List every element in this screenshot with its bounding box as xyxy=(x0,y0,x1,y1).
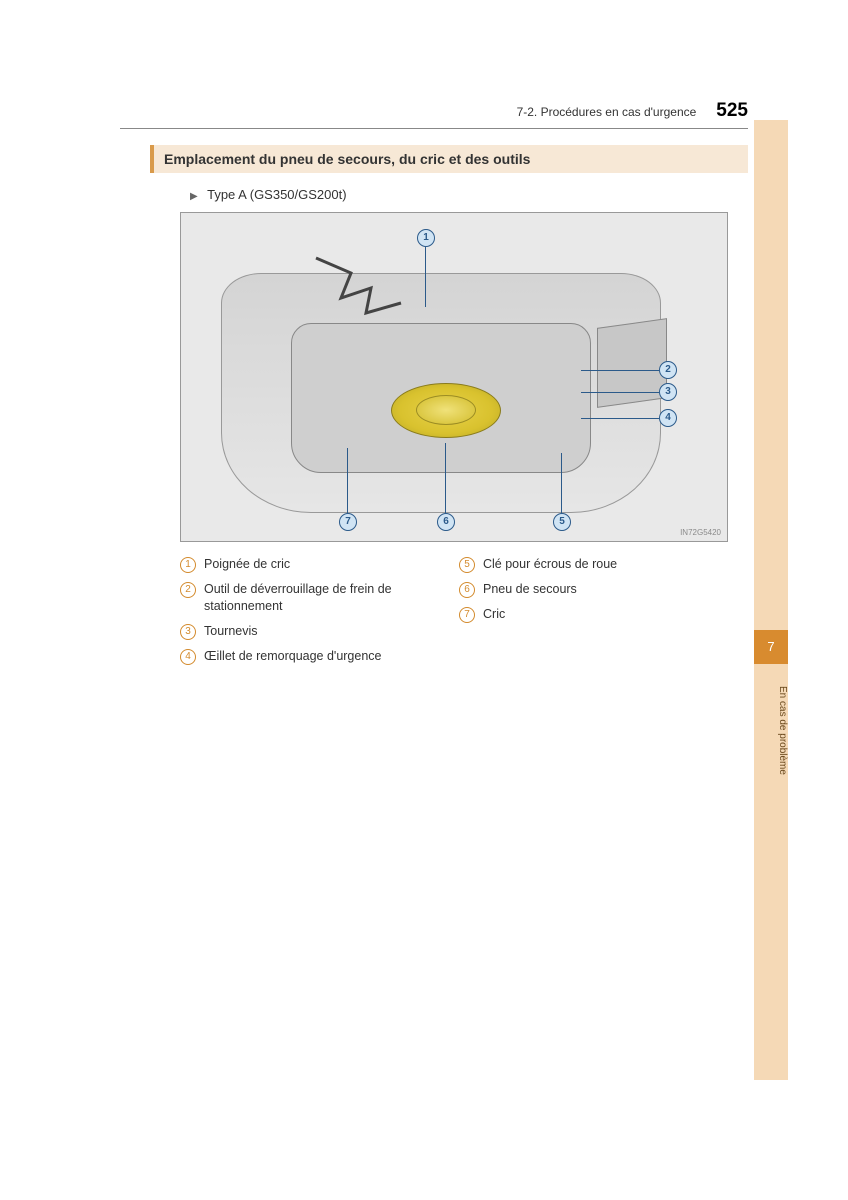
callout-line xyxy=(581,392,659,393)
callout-bubble-5: 5 xyxy=(553,513,571,531)
page-container: 7-2. Procédures en cas d'urgence 525 Emp… xyxy=(0,0,848,1200)
legend-item: 6 Pneu de secours xyxy=(459,581,728,598)
legend-col-right: 5 Clé pour écrous de roue 6 Pneu de secours… xyxy=(459,556,728,673)
header-rule xyxy=(120,128,748,129)
legend-number-icon: 1 xyxy=(180,557,196,573)
section-title: Emplacement du pneu de secours, du cric … xyxy=(150,145,748,173)
legend-item: 7 Cric xyxy=(459,606,728,623)
subtype-text: Type A (GS350/GS200t) xyxy=(207,187,346,202)
legend-number-icon: 3 xyxy=(180,624,196,640)
trunk-diagram: 1 2 3 4 5 6 7 IN72G5420 xyxy=(180,212,728,542)
callout-line xyxy=(425,247,426,307)
callout-line xyxy=(561,453,562,513)
triangle-bullet-icon: ▶ xyxy=(190,191,198,202)
callout-bubble-1: 1 xyxy=(417,229,435,247)
legend-number-icon: 5 xyxy=(459,557,475,573)
legend-col-left: 1 Poignée de cric 2 Outil de déverrouillage… xyxy=(180,556,449,673)
callout-bubble-6: 6 xyxy=(437,513,455,531)
legend-number-icon: 6 xyxy=(459,582,475,598)
legend-text: Œillet de remorquage d'urgence xyxy=(204,648,382,665)
legend-item: 1 Poignée de cric xyxy=(180,556,449,573)
callout-line xyxy=(445,443,446,513)
legend-text: Pneu de secours xyxy=(483,581,577,598)
legend-text: Outil de déverrouillage de frein de stat… xyxy=(204,581,449,615)
callout-bubble-2: 2 xyxy=(659,361,677,379)
callout-bubble-7: 7 xyxy=(339,513,357,531)
legend-text: Cric xyxy=(483,606,505,623)
legend-number-icon: 2 xyxy=(180,582,196,598)
page-header: 7-2. Procédures en cas d'urgence 525 xyxy=(120,100,788,122)
tool-box xyxy=(597,318,667,408)
legend-item: 3 Tournevis xyxy=(180,623,449,640)
legend-text: Poignée de cric xyxy=(204,556,290,573)
callout-bubble-4: 4 xyxy=(659,409,677,427)
legend-item: 5 Clé pour écrous de roue xyxy=(459,556,728,573)
callout-line xyxy=(581,370,659,371)
legend-text: Tournevis xyxy=(204,623,258,640)
callout-line xyxy=(581,418,659,419)
legend: 1 Poignée de cric 2 Outil de déverrouillage… xyxy=(180,556,728,673)
legend-number-icon: 7 xyxy=(459,607,475,623)
legend-number-icon: 4 xyxy=(180,649,196,665)
callout-bubble-3: 3 xyxy=(659,383,677,401)
jack-handle-icon xyxy=(311,253,411,323)
legend-item: 4 Œillet de remorquage d'urgence xyxy=(180,648,449,665)
page-number: 525 xyxy=(716,100,748,122)
spare-tire-inner xyxy=(416,395,476,425)
subtype-label: ▶ Type A (GS350/GS200t) xyxy=(190,187,788,202)
breadcrumb: 7-2. Procédures en cas d'urgence xyxy=(517,105,697,119)
legend-item: 2 Outil de déverrouillage de frein de sta… xyxy=(180,581,449,615)
callout-line xyxy=(347,448,348,513)
legend-text: Clé pour écrous de roue xyxy=(483,556,617,573)
image-code: IN72G5420 xyxy=(680,528,721,537)
